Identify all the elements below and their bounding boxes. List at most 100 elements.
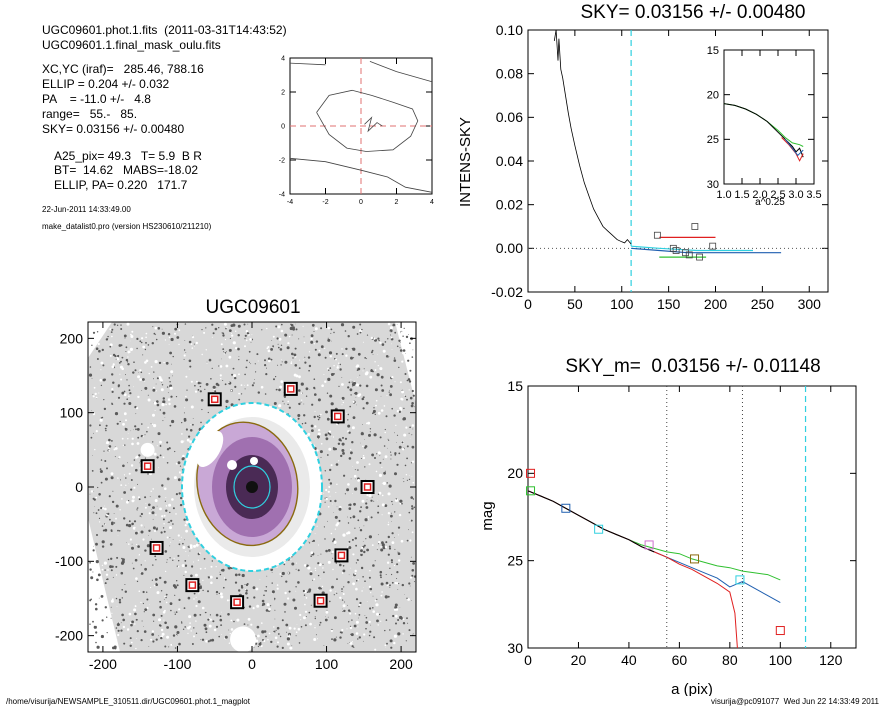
noise-speck (408, 511, 411, 514)
noise-speck (407, 378, 411, 381)
noise-speck (343, 586, 345, 588)
noise-speck (409, 372, 413, 375)
noise-speck (398, 513, 402, 517)
noise-speck (104, 582, 107, 585)
noise-speck (266, 367, 267, 369)
x-tick-label: 200 (389, 656, 413, 672)
noise-speck (334, 544, 336, 546)
noise-speck (303, 336, 305, 338)
position-angle: PA = -11.0 +/- 4.8 (42, 92, 151, 106)
noise-speck (110, 529, 113, 532)
noise-speck (130, 464, 134, 467)
noise-speck (184, 524, 187, 527)
noise-speck (151, 511, 155, 515)
noise-speck (354, 478, 356, 480)
noise-speck (95, 641, 97, 644)
noise-speck (128, 612, 132, 616)
noise-speck (240, 384, 243, 386)
noise-speck (341, 572, 344, 574)
noise-speck (97, 342, 100, 346)
noise-speck (396, 434, 399, 436)
noise-speck (197, 600, 201, 604)
noise-speck (133, 361, 135, 363)
noise-speck (199, 591, 201, 593)
noise-speck (318, 544, 320, 546)
noise-speck (152, 613, 156, 617)
noise-speck (351, 619, 353, 621)
noise-speck (291, 334, 293, 336)
sky-ylabel: INTENS-SKY (457, 117, 474, 207)
noise-speck (156, 591, 160, 595)
noise-speck (245, 589, 248, 592)
noise-speck (223, 577, 226, 579)
noise-speck (90, 563, 93, 566)
noise-speck (351, 441, 354, 444)
noise-speck (369, 428, 372, 430)
noise-speck (127, 363, 130, 366)
noise-speck (110, 606, 112, 608)
noise-speck (168, 521, 170, 523)
noise-speck (106, 632, 108, 634)
noise-speck (219, 615, 222, 618)
mag-series-black (527, 490, 655, 553)
noise-speck (148, 503, 151, 507)
noise-speck (271, 572, 273, 573)
noise-speck (276, 566, 278, 568)
noise-speck (183, 412, 185, 414)
noise-speck (310, 424, 314, 428)
noise-speck (381, 466, 383, 468)
noise-speck (191, 565, 194, 568)
noise-speck (190, 380, 193, 383)
noise-speck (382, 458, 384, 460)
x-tick-label: 2.0 (752, 189, 767, 201)
noise-speck (297, 414, 301, 417)
noise-speck (219, 618, 223, 622)
noise-speck (133, 386, 134, 388)
noise-speck (230, 628, 234, 631)
noise-speck (287, 572, 290, 574)
noise-speck (411, 574, 414, 577)
noise-speck (97, 509, 100, 511)
noise-speck (394, 614, 398, 618)
noise-speck (162, 420, 164, 422)
noise-speck (280, 344, 283, 346)
noise-speck (237, 334, 240, 337)
noise-speck (261, 599, 265, 603)
noise-speck (354, 469, 356, 471)
noise-speck (281, 571, 285, 576)
x-tick-label: 250 (751, 296, 775, 312)
noise-speck (221, 634, 222, 635)
noise-speck (352, 325, 356, 329)
noise-speck (127, 438, 129, 440)
noise-speck (327, 338, 331, 342)
noise-speck (165, 505, 168, 507)
noise-speck (387, 521, 389, 523)
noise-speck (118, 530, 121, 532)
noise-speck (219, 374, 222, 377)
noise-speck (300, 619, 302, 621)
x-tick-label: 100 (769, 652, 793, 668)
noise-speck (368, 433, 371, 437)
noise-speck (179, 503, 183, 507)
noise-speck (390, 458, 392, 460)
mag-marker (526, 486, 536, 496)
noise-speck (406, 479, 408, 481)
noise-speck (164, 550, 168, 553)
noise-speck (135, 428, 137, 431)
y-tick-label: 0.00 (496, 240, 523, 256)
noise-speck (165, 509, 168, 512)
noise-speck (244, 338, 246, 340)
noise-speck (209, 575, 213, 579)
noise-speck (413, 581, 415, 583)
noise-speck (101, 545, 105, 548)
noise-speck (182, 546, 186, 549)
noise-speck (265, 609, 269, 612)
noise-speck (174, 332, 176, 335)
noise-speck (305, 387, 309, 391)
noise-speck (271, 340, 273, 341)
noise-speck (159, 576, 162, 580)
noise-speck (311, 540, 313, 542)
noise-speck (179, 540, 181, 541)
noise-speck (137, 545, 140, 548)
noise-speck (370, 516, 373, 519)
